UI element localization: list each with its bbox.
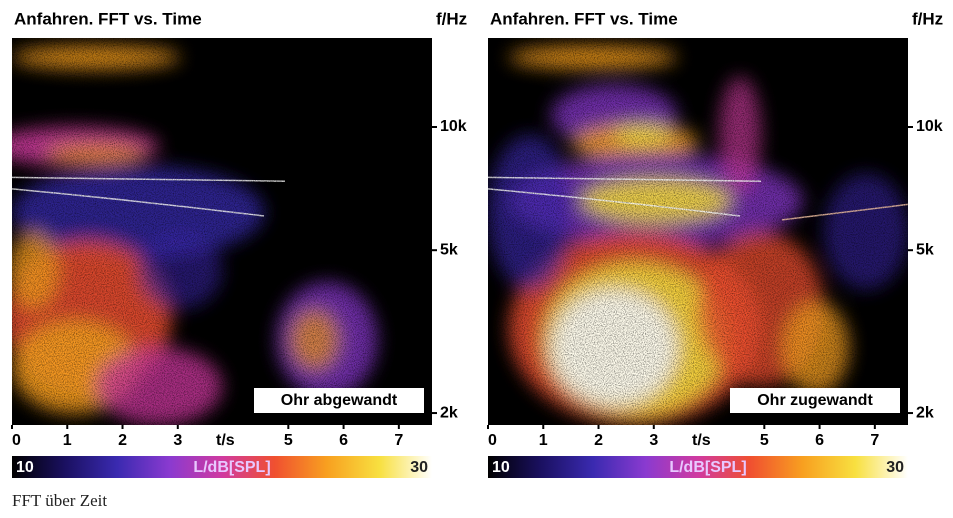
x-tick-label: 5 <box>760 432 769 449</box>
caption: FFT über Zeit <box>12 491 108 510</box>
x-tick-label: 6 <box>339 432 348 449</box>
y-tick-label: 10k <box>916 118 943 135</box>
y-axis-label: f/Hz <box>436 9 467 28</box>
x-tick-label: 3 <box>649 432 658 449</box>
colorbar-tick-label: 10 <box>16 459 34 476</box>
y-axis-label: f/Hz <box>912 9 943 28</box>
chart-title: Anfahren. FFT vs. Time <box>490 9 678 28</box>
colorbar-tick-label: 30 <box>886 459 904 476</box>
colorbar-label: L/dB[SPL] <box>193 459 270 476</box>
x-tick-label: 2 <box>118 432 127 449</box>
y-tick-label: 2k <box>440 404 458 421</box>
x-tick-label: 1 <box>63 432 72 449</box>
spectrogram <box>488 38 908 425</box>
y-tick-label: 5k <box>916 241 934 258</box>
noise <box>488 38 908 425</box>
annotation-box <box>730 388 900 413</box>
colorbar <box>12 456 432 478</box>
spectrogram <box>12 38 432 425</box>
x-tick-label: 7 <box>394 432 403 449</box>
x-tick-label: 6 <box>815 432 824 449</box>
x-tick-label: 0 <box>12 432 21 449</box>
colorbar <box>488 456 908 478</box>
x-axis-label: t/s <box>216 432 235 449</box>
chart-title: Anfahren. FFT vs. Time <box>14 9 202 28</box>
y-tick-label: 5k <box>440 241 458 258</box>
annotation-box <box>254 388 424 413</box>
x-tick-label: 2 <box>594 432 603 449</box>
x-tick-label: 3 <box>173 432 182 449</box>
x-tick-label: 5 <box>284 432 293 449</box>
x-tick-label: 7 <box>870 432 879 449</box>
colorbar-tick-label: 30 <box>410 459 428 476</box>
x-axis-label: t/s <box>692 432 711 449</box>
y-tick-label: 10k <box>440 118 467 135</box>
colorbar-tick-label: 10 <box>492 459 510 476</box>
colorbar-label: L/dB[SPL] <box>669 459 746 476</box>
annotation: Ohr abgewandt <box>281 392 398 409</box>
x-tick-label: 0 <box>488 432 497 449</box>
annotation: Ohr zugewandt <box>757 392 873 409</box>
x-tick-label: 1 <box>539 432 548 449</box>
y-tick-label: 2k <box>916 404 934 421</box>
noise <box>12 38 432 425</box>
